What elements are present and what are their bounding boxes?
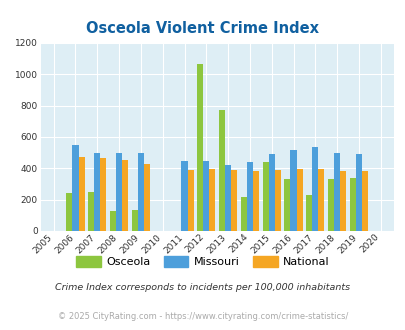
Bar xyxy=(122,160,128,231)
Bar xyxy=(94,152,100,231)
Bar xyxy=(197,64,203,231)
Bar xyxy=(349,179,355,231)
Bar xyxy=(240,197,246,231)
Bar xyxy=(187,170,193,231)
Bar xyxy=(339,171,345,231)
Bar xyxy=(274,170,280,231)
Bar xyxy=(224,165,230,231)
Bar xyxy=(246,162,252,231)
Bar xyxy=(100,158,106,231)
Bar xyxy=(218,110,224,231)
Bar xyxy=(181,161,187,231)
Bar xyxy=(361,172,367,231)
Bar xyxy=(355,154,361,231)
Text: © 2025 CityRating.com - https://www.cityrating.com/crime-statistics/: © 2025 CityRating.com - https://www.city… xyxy=(58,312,347,321)
Legend: Osceola, Missouri, National: Osceola, Missouri, National xyxy=(72,251,333,271)
Bar xyxy=(78,157,84,231)
Bar xyxy=(252,171,258,231)
Bar xyxy=(138,153,144,231)
Bar xyxy=(318,169,324,231)
Bar xyxy=(72,145,78,231)
Bar xyxy=(131,210,138,231)
Bar xyxy=(333,152,339,231)
Bar xyxy=(290,150,296,231)
Bar xyxy=(296,169,302,231)
Text: Osceola Violent Crime Index: Osceola Violent Crime Index xyxy=(86,21,319,36)
Bar xyxy=(305,195,311,231)
Bar xyxy=(66,193,72,231)
Bar xyxy=(284,179,290,231)
Bar xyxy=(144,164,150,231)
Bar xyxy=(209,169,215,231)
Bar xyxy=(116,152,122,231)
Bar xyxy=(230,170,237,231)
Bar xyxy=(110,211,116,231)
Bar xyxy=(262,162,268,231)
Bar xyxy=(327,179,333,231)
Bar xyxy=(203,161,209,231)
Bar xyxy=(268,154,274,231)
Bar xyxy=(88,192,94,231)
Bar xyxy=(311,148,318,231)
Text: Crime Index corresponds to incidents per 100,000 inhabitants: Crime Index corresponds to incidents per… xyxy=(55,282,350,292)
